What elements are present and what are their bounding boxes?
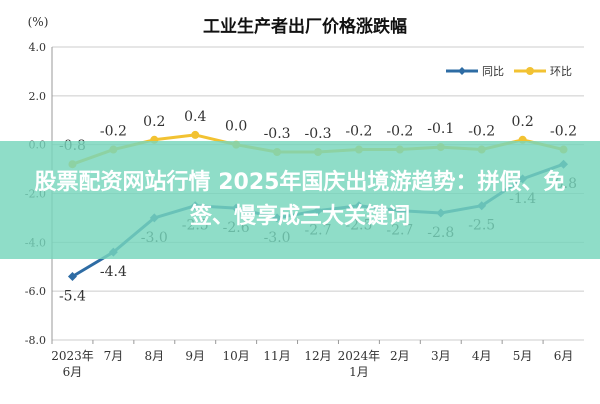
legend-marker <box>458 67 466 75</box>
data-label: 0.2 <box>511 114 533 130</box>
x-tick-label: 6月 <box>63 365 83 379</box>
y-tick-label: -8.0 <box>25 334 46 347</box>
x-tick-label: 5月 <box>513 349 533 363</box>
data-label: -0.2 <box>386 124 413 140</box>
banner-text: 股票配资网站行情 2025年国庆出境游趋势：拼假、免签、慢享成三大关键词 <box>34 170 566 229</box>
y-axis-unit: (%) <box>28 15 49 29</box>
overlay-banner: 股票配资网站行情 2025年国庆出境游趋势：拼假、免签、慢享成三大关键词 <box>0 141 600 259</box>
x-tick-label: 8月 <box>144 349 164 363</box>
x-tick-label: 12月 <box>304 349 331 363</box>
data-label: -0.2 <box>468 124 495 140</box>
x-tick-label: 9月 <box>185 349 205 363</box>
data-label: -0.1 <box>427 121 454 137</box>
y-tick-label: 2.0 <box>29 90 47 103</box>
data-label: -5.4 <box>59 289 86 305</box>
data-label: -0.3 <box>305 126 332 142</box>
data-label: -4.4 <box>100 264 127 280</box>
legend-label: 同比 <box>482 65 504 78</box>
data-label: -0.3 <box>264 126 291 142</box>
x-tick-label: 3月 <box>431 349 451 363</box>
legend-marker <box>526 67 534 75</box>
data-label: -0.2 <box>550 124 577 140</box>
data-label: -0.2 <box>100 124 127 140</box>
data-label: 0.4 <box>184 109 206 125</box>
x-tick-label: 4月 <box>472 349 492 363</box>
data-label: -0.2 <box>345 124 372 140</box>
x-tick-label: 10月 <box>223 349 250 363</box>
x-tick-label: 2024年 <box>338 349 381 363</box>
chart-title: 工业生产者出厂价格涨跌幅 <box>203 16 407 37</box>
legend-label: 环比 <box>550 65 572 78</box>
x-tick-label: 6月 <box>554 349 574 363</box>
x-tick-label: 2023年 <box>51 349 94 363</box>
data-point <box>191 130 200 139</box>
x-axis-ticks: 2023年 6月 7月 8月 9月 10月 11月 12月 2024年 1月 2月 3月 4月 5月 6月 <box>51 340 573 379</box>
legend: 同比 环比 <box>446 65 572 78</box>
data-label: 0.2 <box>143 114 165 130</box>
y-tick-label: -6.0 <box>25 285 46 298</box>
y-tick-label: 4.0 <box>29 41 47 54</box>
x-tick-label: 7月 <box>104 349 124 363</box>
x-tick-label: 1月 <box>349 365 369 379</box>
data-label: 0.0 <box>225 119 247 135</box>
x-tick-label: 11月 <box>263 349 290 363</box>
data-point <box>67 272 77 282</box>
x-tick-label: 2月 <box>390 349 410 363</box>
